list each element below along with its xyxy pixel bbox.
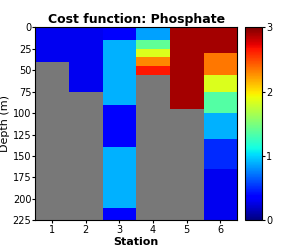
Title: Cost function: Phosphate: Cost function: Phosphate — [48, 13, 225, 26]
Y-axis label: Depth (m): Depth (m) — [0, 95, 10, 152]
X-axis label: Station: Station — [114, 237, 159, 247]
